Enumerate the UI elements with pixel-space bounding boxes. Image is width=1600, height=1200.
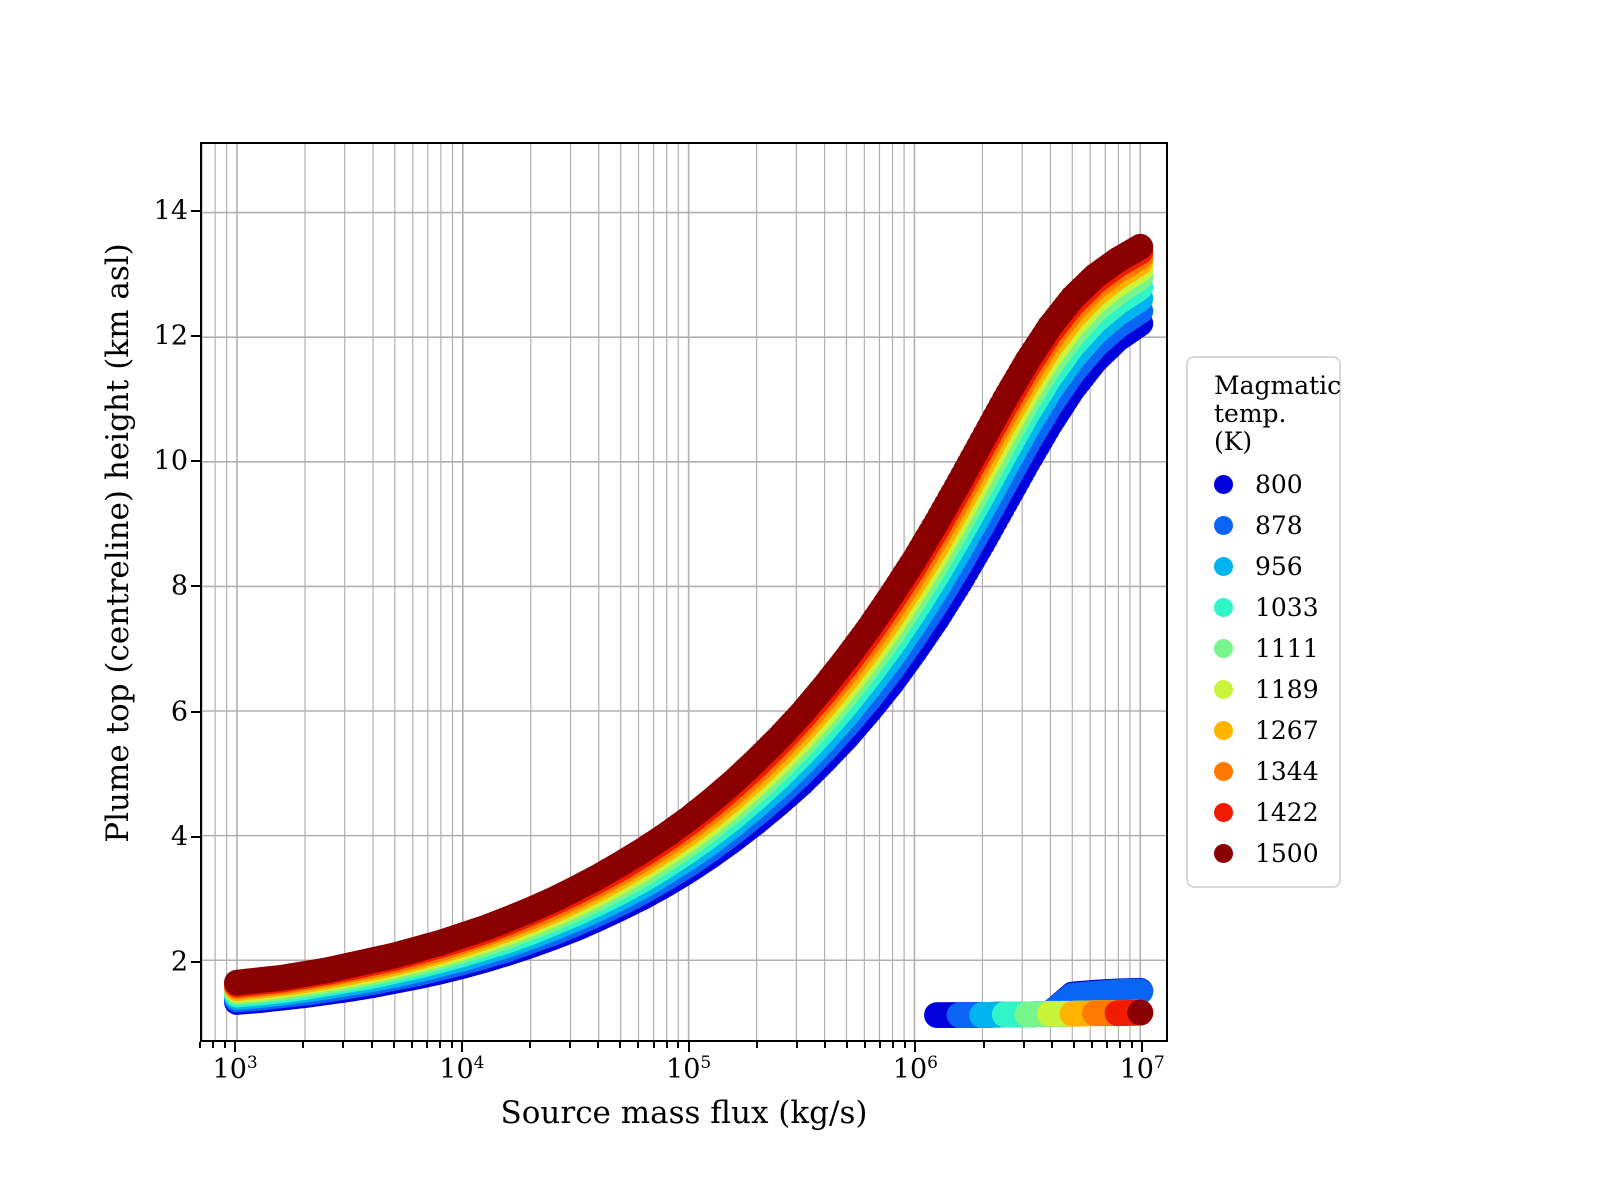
x-tick-mark-minor xyxy=(392,1042,395,1048)
x-tick-mark-major xyxy=(914,1042,917,1052)
x-tick-mark-minor xyxy=(619,1042,622,1048)
x-tick-mark-minor xyxy=(982,1042,985,1048)
legend-title-line2: temp. (K) xyxy=(1214,399,1287,456)
legend-marker-icon xyxy=(1214,516,1233,535)
y-tick-mark xyxy=(191,835,200,838)
x-tick-label: 104 xyxy=(439,1053,485,1085)
legend-marker-icon xyxy=(1214,639,1233,658)
x-tick-label: 105 xyxy=(666,1053,712,1085)
x-tick-label: 107 xyxy=(1119,1053,1165,1085)
y-tick-label: 8 xyxy=(170,570,188,602)
x-tick-mark-minor xyxy=(597,1042,600,1048)
x-tick-mark-minor xyxy=(410,1042,413,1048)
x-tick-label: 106 xyxy=(892,1053,938,1085)
y-axis-label: Plume top (centreline) height (km asl) xyxy=(100,243,136,843)
y-tick-mark xyxy=(191,585,200,588)
legend-entry-label: 1500 xyxy=(1255,839,1319,868)
x-tick-mark-minor xyxy=(795,1042,798,1048)
legend: Magmatic temp. (K) 800 878 956 1033 1111 1189… xyxy=(1186,356,1341,888)
legend-entry[interactable]: 1189 xyxy=(1200,669,1329,710)
legend-marker-icon xyxy=(1214,680,1233,699)
legend-entry-label: 1111 xyxy=(1255,634,1319,663)
x-tick-mark-minor xyxy=(637,1042,640,1048)
x-tick-mark-minor xyxy=(212,1042,215,1048)
x-tick-mark-minor xyxy=(1106,1042,1109,1048)
legend-title-line1: Magmatic xyxy=(1214,371,1342,400)
y-tick-mark xyxy=(191,460,200,463)
x-tick-mark-minor xyxy=(824,1042,827,1048)
x-tick-mark-minor xyxy=(342,1042,345,1048)
x-tick-mark-minor xyxy=(665,1042,668,1048)
legend-entry-label: 800 xyxy=(1255,470,1303,499)
x-tick-mark-minor xyxy=(1072,1042,1075,1048)
y-tick-label: 2 xyxy=(170,946,188,978)
x-tick-mark-minor xyxy=(846,1042,849,1048)
x-tick-mark-minor xyxy=(1050,1042,1053,1048)
legend-entries: 800 878 956 1033 1111 1189 1267 1344 1422 1500 xyxy=(1200,464,1329,874)
x-tick-mark-major xyxy=(1141,1042,1144,1052)
legend-entry-label: 1033 xyxy=(1255,593,1319,622)
legend-marker-icon xyxy=(1214,475,1233,494)
x-tick-mark-minor xyxy=(450,1042,453,1048)
legend-entry[interactable]: 1344 xyxy=(1200,751,1329,792)
legend-marker-icon xyxy=(1214,803,1233,822)
legend-entry[interactable]: 1500 xyxy=(1200,833,1329,874)
legend-entry-label: 956 xyxy=(1255,552,1303,581)
y-tick-label: 14 xyxy=(153,195,188,227)
x-axis-label: Source mass flux (kg/s) xyxy=(500,1095,868,1131)
x-tick-mark-minor xyxy=(370,1042,373,1048)
x-tick-mark-minor xyxy=(1130,1042,1133,1048)
x-tick-mark-minor xyxy=(864,1042,867,1048)
legend-marker-icon xyxy=(1214,721,1233,740)
x-tick-mark-minor xyxy=(677,1042,680,1048)
y-tick-mark xyxy=(191,209,200,212)
legend-entry[interactable]: 956 xyxy=(1200,546,1329,587)
legend-title: Magmatic temp. (K) xyxy=(1214,371,1342,456)
x-tick-mark-minor xyxy=(1090,1042,1093,1048)
y-tick-mark xyxy=(191,960,200,963)
legend-entry-label: 1422 xyxy=(1255,798,1319,827)
legend-entry-label: 878 xyxy=(1255,511,1303,540)
x-tick-mark-minor xyxy=(1022,1042,1025,1048)
data-markers xyxy=(224,233,1154,1029)
x-tick-mark-minor xyxy=(879,1042,882,1048)
y-tick-label: 10 xyxy=(153,445,188,477)
legend-entry[interactable]: 1267 xyxy=(1200,710,1329,751)
x-tick-mark-minor xyxy=(425,1042,428,1048)
x-tick-mark-minor xyxy=(302,1042,305,1048)
legend-marker-icon xyxy=(1214,598,1233,617)
legend-marker-icon xyxy=(1214,557,1233,576)
legend-entry[interactable]: 1033 xyxy=(1200,587,1329,628)
y-tick-mark xyxy=(191,710,200,713)
y-tick-mark xyxy=(191,335,200,338)
x-tick-mark-major xyxy=(687,1042,690,1052)
x-tick-mark-minor xyxy=(199,1042,201,1048)
x-tick-mark-minor xyxy=(438,1042,441,1048)
x-tick-mark-minor xyxy=(892,1042,895,1048)
legend-entry-label: 1344 xyxy=(1255,757,1319,786)
x-tick-mark-minor xyxy=(569,1042,572,1048)
plot-area xyxy=(200,142,1168,1042)
legend-entry[interactable]: 800 xyxy=(1200,464,1329,505)
y-tick-label: 6 xyxy=(170,696,188,728)
legend-entry[interactable]: 1111 xyxy=(1200,628,1329,669)
x-tick-mark-minor xyxy=(904,1042,907,1048)
legend-marker-icon xyxy=(1214,762,1233,781)
y-tick-label: 12 xyxy=(153,320,188,352)
x-tick-mark-minor xyxy=(652,1042,655,1048)
legend-entry-label: 1189 xyxy=(1255,675,1319,704)
x-tick-mark-minor xyxy=(529,1042,532,1048)
x-tick-mark-minor xyxy=(1119,1042,1122,1048)
x-tick-mark-major xyxy=(234,1042,237,1052)
y-tick-label: 4 xyxy=(170,821,188,853)
legend-entry[interactable]: 1422 xyxy=(1200,792,1329,833)
legend-marker-icon xyxy=(1214,844,1233,863)
x-tick-mark-minor xyxy=(223,1042,226,1048)
legend-entry[interactable]: 878 xyxy=(1200,505,1329,546)
x-tick-mark-major xyxy=(460,1042,463,1052)
x-tick-label: 103 xyxy=(212,1053,258,1085)
x-tick-mark-minor xyxy=(755,1042,758,1048)
legend-entry-label: 1267 xyxy=(1255,716,1319,745)
